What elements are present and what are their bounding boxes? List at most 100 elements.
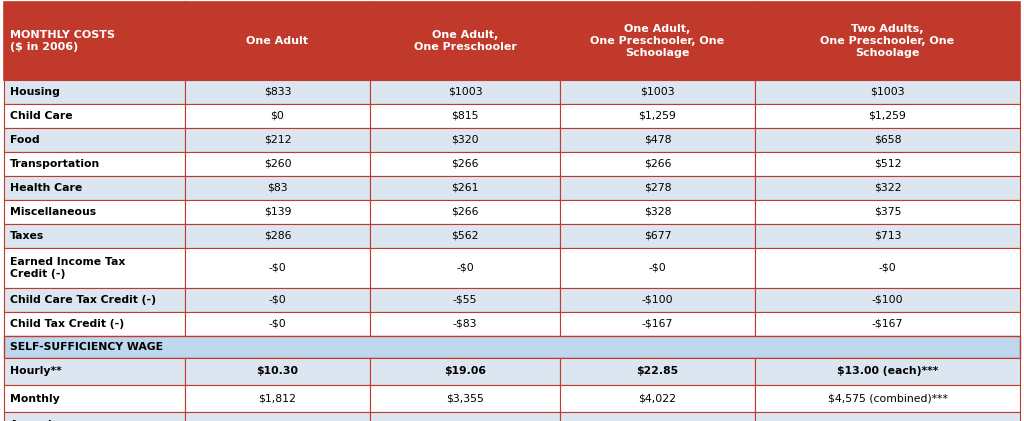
Bar (560, 224, 755, 248)
Text: $266: $266 (644, 159, 672, 169)
Bar (4, 128, 185, 152)
Text: $677: $677 (644, 231, 672, 241)
Text: One Adult,
One Preschooler, One
Schoolage: One Adult, One Preschooler, One Schoolag… (591, 24, 725, 59)
Bar (185, 152, 370, 176)
Bar (370, 176, 560, 200)
Bar (755, 224, 1020, 248)
Text: Hourly**: Hourly** (10, 367, 61, 376)
Bar (4, 385, 185, 412)
Text: $1003: $1003 (640, 87, 675, 97)
Bar (185, 200, 370, 224)
Text: -$100: -$100 (871, 295, 903, 305)
Bar (560, 248, 755, 288)
Bar (4, 358, 185, 385)
Text: $19.06: $19.06 (444, 367, 486, 376)
Text: $4,575 (combined)***: $4,575 (combined)*** (827, 394, 947, 403)
Text: -$55: -$55 (453, 295, 477, 305)
Text: -$0: -$0 (879, 263, 896, 273)
Bar (755, 152, 1020, 176)
Text: One Adult,
One Preschooler: One Adult, One Preschooler (414, 30, 516, 52)
Text: Food: Food (10, 135, 40, 145)
Text: $1,812: $1,812 (259, 394, 296, 403)
Text: $1,259: $1,259 (868, 111, 906, 121)
Bar (185, 385, 370, 412)
Bar (755, 2, 1020, 80)
Text: $833: $833 (264, 87, 291, 97)
Text: -$100: -$100 (642, 295, 674, 305)
Bar (4, 176, 185, 200)
Bar (755, 412, 1020, 421)
Bar (4, 312, 185, 336)
Bar (185, 248, 370, 288)
Bar (4, 200, 185, 224)
Text: $562: $562 (452, 231, 479, 241)
Text: $478: $478 (644, 135, 672, 145)
Bar (560, 104, 755, 128)
Bar (370, 80, 560, 104)
Bar (370, 2, 560, 80)
Text: $212: $212 (264, 135, 291, 145)
Bar (4, 104, 185, 128)
Text: Health Care: Health Care (10, 183, 82, 193)
Text: $0: $0 (270, 111, 285, 121)
Text: Taxes: Taxes (10, 231, 44, 241)
Text: One Adult: One Adult (247, 36, 308, 46)
Text: $512: $512 (873, 159, 901, 169)
Bar (755, 80, 1020, 104)
Text: MONTHLY COSTS
($ in 2006): MONTHLY COSTS ($ in 2006) (10, 30, 115, 52)
Bar (370, 248, 560, 288)
Text: $1003: $1003 (870, 87, 905, 97)
Text: Child Care: Child Care (10, 111, 73, 121)
Text: -$167: -$167 (642, 319, 673, 329)
Bar (755, 385, 1020, 412)
Text: $713: $713 (873, 231, 901, 241)
Bar (755, 288, 1020, 312)
Bar (4, 224, 185, 248)
Bar (185, 312, 370, 336)
Text: Earned Income Tax
Credit (-): Earned Income Tax Credit (-) (10, 257, 125, 279)
Bar (370, 385, 560, 412)
Text: Miscellaneous: Miscellaneous (10, 207, 96, 217)
Bar (370, 224, 560, 248)
Bar (4, 336, 1020, 358)
Text: $286: $286 (264, 231, 291, 241)
Bar (560, 385, 755, 412)
Text: Child Tax Credit (-): Child Tax Credit (-) (10, 319, 124, 329)
Text: SELF-SUFFICIENCY WAGE: SELF-SUFFICIENCY WAGE (10, 342, 163, 352)
Text: -$0: -$0 (456, 263, 474, 273)
Bar (370, 200, 560, 224)
Bar (370, 358, 560, 385)
Bar (4, 2, 185, 80)
Text: Monthly: Monthly (10, 394, 59, 403)
Text: $3,355: $3,355 (446, 394, 484, 403)
Bar (755, 248, 1020, 288)
Text: $278: $278 (644, 183, 672, 193)
Bar (560, 2, 755, 80)
Text: -$83: -$83 (453, 319, 477, 329)
Bar (560, 152, 755, 176)
Bar (4, 80, 185, 104)
Bar (560, 80, 755, 104)
Text: -$0: -$0 (268, 263, 287, 273)
Bar (560, 288, 755, 312)
Bar (370, 104, 560, 128)
Bar (560, 176, 755, 200)
Bar (185, 412, 370, 421)
Bar (370, 152, 560, 176)
Bar (4, 152, 185, 176)
Bar (185, 176, 370, 200)
Bar (370, 128, 560, 152)
Bar (4, 412, 185, 421)
Bar (560, 358, 755, 385)
Bar (185, 104, 370, 128)
Text: Transportation: Transportation (10, 159, 100, 169)
Bar (185, 80, 370, 104)
Text: $261: $261 (452, 183, 479, 193)
Text: Two Adults,
One Preschooler, One
Schoolage: Two Adults, One Preschooler, One Schoola… (820, 24, 954, 59)
Text: $139: $139 (264, 207, 291, 217)
Bar (560, 312, 755, 336)
Text: $320: $320 (452, 135, 479, 145)
Bar (185, 288, 370, 312)
Text: $1,259: $1,259 (639, 111, 677, 121)
Bar (185, 358, 370, 385)
